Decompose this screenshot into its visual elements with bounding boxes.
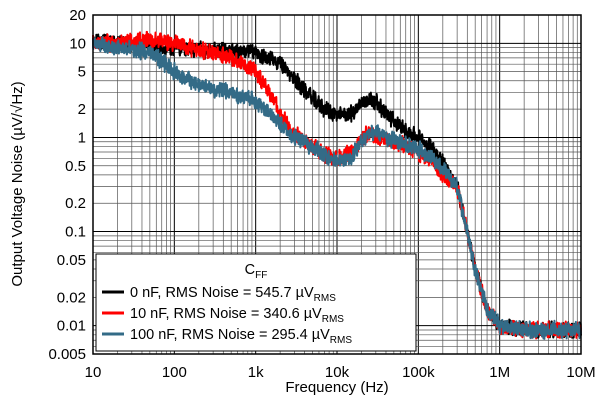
x-axis-title: Frequency (Hz): [285, 379, 388, 396]
y-axis-title: Output Voltage Noise (µV/√Hz): [9, 81, 26, 286]
y-tick-label: 0.05: [57, 252, 86, 269]
legend: CFF 0 nF, RMS Noise = 545.7 µVRMS 10 nF,…: [95, 253, 417, 352]
y-tick-label: 2: [78, 101, 86, 118]
plot-frame: [92, 14, 582, 355]
x-tick-label: 10: [85, 364, 102, 381]
legend-entry-100nf: 100 nF, RMS Noise = 295.4 µVRMS: [130, 327, 352, 346]
y-tick-label: 10: [69, 35, 86, 52]
tick-labels: 10 100 1k 10k 100k 1M 10M 0.005 0.01 0.02 0.05 0.1 0…: [48, 7, 595, 381]
series-layer: [92, 30, 582, 340]
x-tick-label: 10k: [325, 364, 350, 381]
x-tick-label: 1M: [489, 364, 510, 381]
legend-title: CFF: [245, 262, 268, 281]
x-tick-label: 100: [162, 364, 187, 381]
legend-entry-10nf: 10 nF, RMS Noise = 340.6 µVRMS: [130, 306, 344, 325]
x-tick-label: 1k: [248, 364, 264, 381]
y-tick-label: 5: [78, 64, 86, 81]
series-line-2: [92, 36, 582, 340]
y-tick-label: 0.5: [65, 158, 86, 175]
legend-box: [95, 253, 417, 352]
y-tick-label: 20: [69, 7, 86, 24]
y-tick-label: 0.02: [57, 289, 86, 306]
y-tick-label: 0.005: [48, 346, 86, 363]
y-tick-label: 0.1: [65, 224, 86, 241]
x-tick-label: 100k: [402, 364, 435, 381]
y-tick-label: 0.2: [65, 195, 86, 212]
legend-entry-0nf: 0 nF, RMS Noise = 545.7 µVRMS: [130, 285, 336, 304]
y-tick-label: 0.01: [57, 318, 86, 335]
x-tick-label: 10M: [566, 364, 595, 381]
y-tick-label: 1: [78, 129, 86, 146]
